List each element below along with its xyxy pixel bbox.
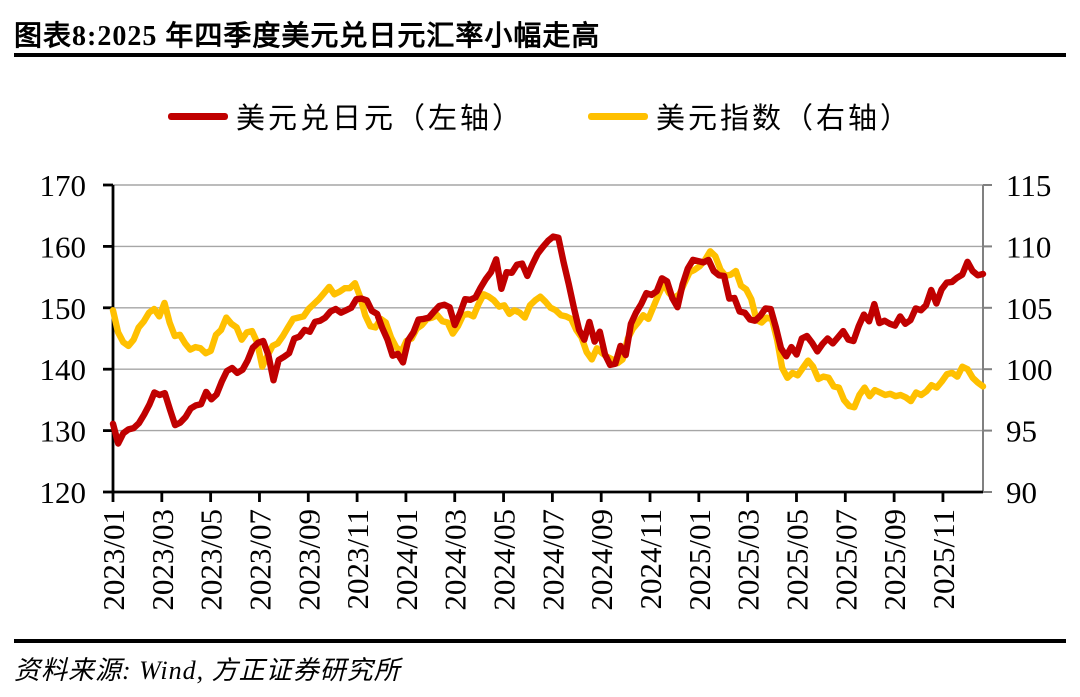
- usdjpy-legend-label: 美元兑日元（左轴）: [235, 103, 524, 135]
- dxy-line: [109, 248, 987, 411]
- left-axis-tick-label: 140: [40, 352, 87, 387]
- right-axis-tick-label: 100: [1006, 352, 1053, 387]
- x-axis-tick-label: 2023/05: [194, 509, 229, 611]
- x-axis-tick-label: 2024/07: [535, 509, 570, 611]
- usdjpy-line: [109, 233, 987, 447]
- x-axis-tick-label: 2023/11: [340, 509, 375, 609]
- dxy-legend-swatch: [588, 112, 648, 120]
- right-axis-tick-label: 105: [1006, 291, 1053, 326]
- top-divider: [14, 53, 1066, 57]
- left-axis-tick-label: 130: [40, 414, 87, 449]
- x-axis-tick-label: 2023/09: [291, 509, 326, 611]
- right-axis-tick-label: 95: [1006, 414, 1037, 449]
- x-axis-tick-label: 2023/03: [145, 509, 180, 611]
- x-axis-tick-label: 2024/01: [389, 509, 424, 611]
- x-axis-tick-label: 2024/05: [487, 509, 522, 611]
- left-axis-tick-label: 120: [40, 475, 87, 510]
- x-axis-tick-label: 2023/01: [96, 509, 131, 611]
- data-source-note: 资料来源: Wind, 方正证券研究所: [14, 656, 401, 685]
- left-axis-tick-label: 170: [40, 168, 87, 203]
- x-axis-tick-label: 2024/09: [584, 509, 619, 611]
- legend-item-usdjpy: 美元兑日元（左轴）: [167, 95, 524, 137]
- x-axis-tick-label: 2025/01: [682, 509, 717, 611]
- x-axis-tick-label: 2025/11: [926, 509, 961, 609]
- right-axis-tick-label: 115: [1006, 168, 1051, 203]
- x-axis-tick-label: 2025/09: [877, 509, 912, 611]
- x-axis-tick-label: 2025/05: [779, 509, 814, 611]
- x-axis-tick-label: 2025/07: [828, 509, 863, 611]
- figure-title: 图表8:2025 年四季度美元兑日元汇率小幅走高: [14, 21, 601, 52]
- right-axis-tick-label: 90: [1006, 475, 1037, 510]
- left-axis-tick-label: 150: [40, 291, 87, 326]
- left-axis-tick-label: 160: [40, 229, 87, 264]
- bottom-divider: [14, 639, 1066, 643]
- usdjpy-legend-swatch: [167, 112, 228, 120]
- x-axis-tick-label: 2024/11: [633, 509, 668, 609]
- chart-legend: 美元兑日元（左轴） 美元指数（右轴）: [0, 95, 1080, 137]
- dxy-legend-label: 美元指数（右轴）: [656, 103, 913, 135]
- x-axis-tick-label: 2023/07: [242, 509, 277, 611]
- legend-item-dxy: 美元指数（右轴）: [588, 95, 912, 137]
- x-axis-tick-label: 2025/03: [731, 509, 766, 611]
- right-axis-tick-label: 110: [1006, 229, 1051, 264]
- x-axis-tick-label: 2024/03: [438, 509, 473, 611]
